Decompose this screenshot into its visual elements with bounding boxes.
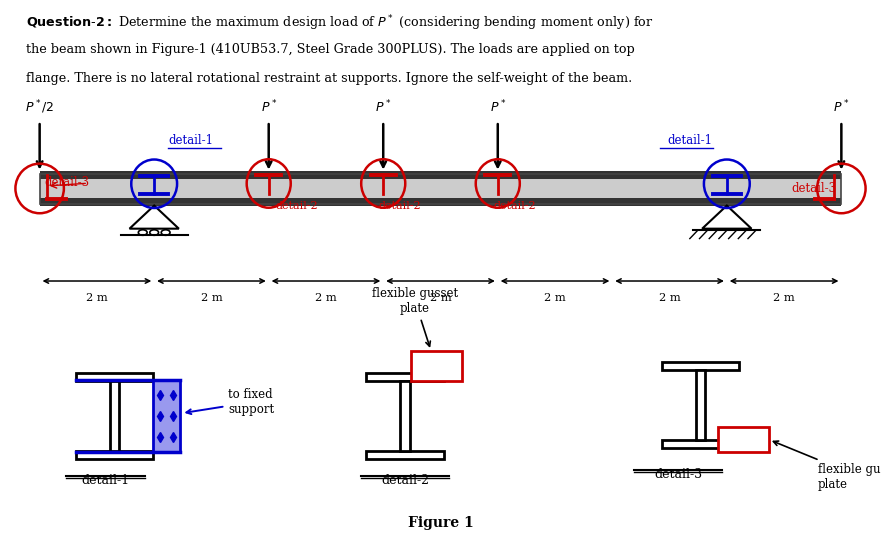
Bar	[153, 380, 180, 452]
Text: detail-1: detail-1	[668, 134, 713, 147]
Text: detail-1: detail-1	[82, 474, 130, 487]
Bar	[76, 374, 153, 381]
Text: 2 m: 2 m	[86, 293, 107, 303]
Bar	[696, 370, 706, 440]
Bar	[718, 428, 769, 452]
Bar	[662, 440, 739, 447]
Text: detail-2: detail-2	[379, 201, 421, 211]
Text: 2 m: 2 m	[315, 293, 337, 303]
Bar	[662, 363, 739, 370]
Circle shape	[161, 230, 170, 235]
Text: flexible gusset
plate: flexible gusset plate	[372, 287, 458, 346]
Text: Figure 1: Figure 1	[408, 516, 473, 530]
Text: to fixed
support: to fixed support	[187, 388, 274, 416]
Text: 2 m: 2 m	[201, 293, 222, 303]
Text: detail-3: detail-3	[44, 176, 89, 188]
Bar	[400, 381, 411, 451]
Text: $P^*$: $P^*$	[490, 99, 506, 116]
Text: flange. There is no lateral rotational restraint at supports. Ignore the self-we: flange. There is no lateral rotational r…	[26, 72, 633, 85]
Bar	[366, 451, 444, 458]
Bar	[411, 351, 462, 381]
Text: 2 m: 2 m	[544, 293, 566, 303]
Polygon shape	[130, 206, 179, 229]
Text: the beam shown in Figure-1 (410UB53.7, Steel Grade 300PLUS). The loads are appli: the beam shown in Figure-1 (410UB53.7, S…	[26, 43, 635, 56]
Bar	[40, 174, 841, 204]
Polygon shape	[702, 206, 751, 229]
Text: $\mathbf{Question\text{-}2:}$ Determine the maximum design load of $P^*$ (consid: $\mathbf{Question\text{-}2:}$ Determine …	[26, 14, 654, 34]
Text: $P^*$: $P^*$	[375, 99, 391, 116]
Circle shape	[150, 230, 159, 235]
Text: detail-3: detail-3	[792, 182, 837, 195]
Text: detail-3: detail-3	[655, 468, 702, 482]
Text: $P^*$: $P^*$	[833, 99, 849, 116]
Bar	[76, 451, 153, 458]
Bar	[109, 381, 120, 451]
Text: 2 m: 2 m	[430, 293, 451, 303]
Bar	[40, 174, 841, 204]
Text: $P^*/2$: $P^*/2$	[26, 98, 54, 116]
Bar	[366, 374, 444, 381]
Text: 2 m: 2 m	[774, 293, 795, 303]
Text: detail-2: detail-2	[493, 201, 536, 211]
Bar	[40, 171, 841, 179]
Circle shape	[138, 230, 147, 235]
Text: flexible gusset
plate: flexible gusset plate	[774, 441, 881, 491]
Bar	[40, 198, 841, 206]
Text: detail-1: detail-1	[168, 134, 213, 147]
Text: $P^*$: $P^*$	[261, 99, 277, 116]
Text: detail-2: detail-2	[276, 201, 318, 211]
Text: 2 m: 2 m	[659, 293, 680, 303]
Text: detail-2: detail-2	[381, 474, 429, 487]
